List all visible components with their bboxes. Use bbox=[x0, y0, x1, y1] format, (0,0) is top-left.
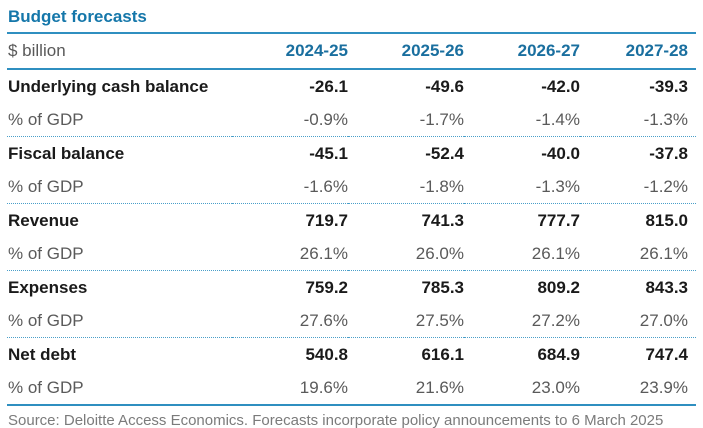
pct-of-gdp-value-cell: 27.2% bbox=[531, 310, 580, 330]
value-cell: -40.0 bbox=[541, 143, 580, 163]
pct-of-gdp-value-cell: 21.6% bbox=[415, 377, 464, 397]
value-cell: -52.4 bbox=[425, 143, 464, 163]
table-row-pct-of-gdp: % of GDP -1.6% -1.8% -1.3% -1.2% bbox=[7, 170, 696, 204]
value-cell: 741.3 bbox=[421, 210, 464, 230]
column-header-2024-25: 2024-25 bbox=[285, 41, 348, 60]
table-row-pct-of-gdp: % of GDP 19.6% 21.6% 23.0% 23.9% bbox=[7, 371, 696, 405]
value-cell: -26.1 bbox=[309, 76, 348, 96]
header-row: $ billion 2024-25 2025-26 2026-27 2027-28 bbox=[7, 34, 696, 69]
value-cell: 785.3 bbox=[421, 277, 464, 297]
row-label: Revenue bbox=[8, 210, 79, 230]
pct-of-gdp-value-cell: -1.3% bbox=[535, 176, 580, 196]
value-cell: 815.0 bbox=[645, 210, 688, 230]
table-row-pct-of-gdp: % of GDP -0.9% -1.7% -1.4% -1.3% bbox=[7, 103, 696, 137]
pct-of-gdp-label: % of GDP bbox=[8, 243, 84, 263]
value-cell: -37.8 bbox=[649, 143, 688, 163]
pct-of-gdp-value-cell: 19.6% bbox=[299, 377, 348, 397]
pct-of-gdp-value-cell: -1.2% bbox=[643, 176, 688, 196]
value-cell: -39.3 bbox=[649, 76, 688, 96]
pct-of-gdp-value-cell: -1.8% bbox=[419, 176, 464, 196]
pct-of-gdp-value-cell: 23.0% bbox=[531, 377, 580, 397]
value-cell: 843.3 bbox=[645, 277, 688, 297]
value-cell: 616.1 bbox=[421, 344, 464, 364]
table-row: Net debt 540.8 616.1 684.9 747.4 bbox=[7, 337, 696, 372]
pct-of-gdp-label: % of GDP bbox=[8, 109, 84, 129]
table-row: Expenses 759.2 785.3 809.2 843.3 bbox=[7, 270, 696, 305]
row-label: Fiscal balance bbox=[8, 143, 125, 163]
value-cell: 684.9 bbox=[537, 344, 580, 364]
table-row: Underlying cash balance -26.1 -49.6 -42.0 -3… bbox=[7, 69, 696, 103]
column-header-2025-26: 2025-26 bbox=[401, 41, 464, 60]
budget-forecasts-table: $ billion 2024-25 2025-26 2026-27 2027-28 U… bbox=[7, 34, 696, 406]
table-body: Underlying cash balance -26.1 -49.6 -42.0 -3… bbox=[7, 69, 696, 405]
pct-of-gdp-label: % of GDP bbox=[8, 176, 84, 196]
pct-of-gdp-value-cell: -0.9% bbox=[303, 109, 348, 129]
source-note: Source: Deloitte Access Economics. Forec… bbox=[8, 412, 664, 428]
column-header-2026-27: 2026-27 bbox=[517, 41, 580, 60]
value-cell: -42.0 bbox=[541, 76, 580, 96]
pct-of-gdp-value-cell: -1.6% bbox=[303, 176, 348, 196]
table-row-pct-of-gdp: % of GDP 26.1% 26.0% 26.1% 26.1% bbox=[7, 237, 696, 271]
column-header-2027-28: 2027-28 bbox=[625, 41, 688, 60]
pct-of-gdp-value-cell: -1.3% bbox=[643, 109, 688, 129]
pct-of-gdp-value-cell: 27.0% bbox=[639, 310, 688, 330]
pct-of-gdp-value-cell: 26.1% bbox=[531, 243, 580, 263]
pct-of-gdp-value-cell: 27.6% bbox=[299, 310, 348, 330]
value-cell: 540.8 bbox=[305, 344, 348, 364]
pct-of-gdp-value-cell: -1.4% bbox=[535, 109, 580, 129]
value-cell: 759.2 bbox=[305, 277, 348, 297]
page-title: Budget forecasts bbox=[7, 2, 696, 34]
row-label: Net debt bbox=[8, 344, 76, 364]
pct-of-gdp-label: % of GDP bbox=[8, 310, 84, 330]
pct-of-gdp-label: % of GDP bbox=[8, 377, 84, 397]
value-cell: -49.6 bbox=[425, 76, 464, 96]
value-cell: -45.1 bbox=[309, 143, 348, 163]
unit-label: $ billion bbox=[8, 41, 66, 60]
pct-of-gdp-value-cell: 26.1% bbox=[639, 243, 688, 263]
pct-of-gdp-value-cell: 23.9% bbox=[639, 377, 688, 397]
pct-of-gdp-value-cell: -1.7% bbox=[419, 109, 464, 129]
value-cell: 719.7 bbox=[305, 210, 348, 230]
value-cell: 747.4 bbox=[645, 344, 688, 364]
value-cell: 809.2 bbox=[537, 277, 580, 297]
row-label: Expenses bbox=[8, 277, 88, 297]
table-row-pct-of-gdp: % of GDP 27.6% 27.5% 27.2% 27.0% bbox=[7, 304, 696, 338]
table-row: Revenue 719.7 741.3 777.7 815.0 bbox=[7, 203, 696, 238]
pct-of-gdp-value-cell: 27.5% bbox=[415, 310, 464, 330]
row-label: Underlying cash balance bbox=[8, 76, 209, 96]
pct-of-gdp-value-cell: 26.1% bbox=[299, 243, 348, 263]
value-cell: 777.7 bbox=[537, 210, 580, 230]
pct-of-gdp-value-cell: 26.0% bbox=[415, 243, 464, 263]
table-row: Fiscal balance -45.1 -52.4 -40.0 -37.8 bbox=[7, 136, 696, 171]
